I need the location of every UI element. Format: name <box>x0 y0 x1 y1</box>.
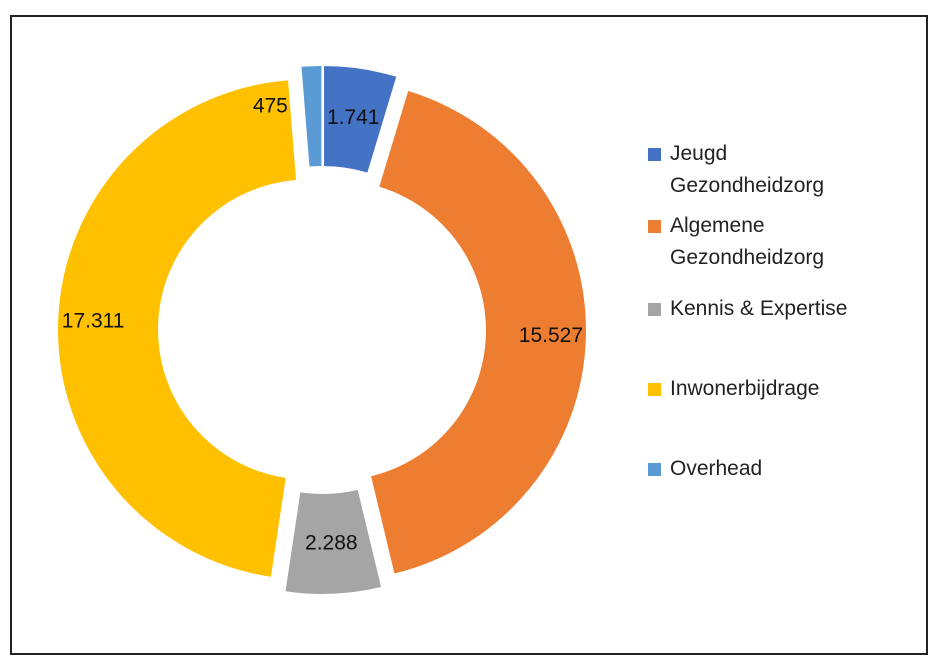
chart: 1.741 15.527 2.288 17.311 475 <box>58 66 586 594</box>
legend-label: Inwonerbijdrage <box>670 377 820 400</box>
data-label: 15.527 <box>519 324 583 347</box>
data-label: 1.741 <box>327 106 380 129</box>
legend-label: Kennis & Expertise <box>670 297 848 320</box>
legend-label: Overhead <box>670 457 763 480</box>
legend-item: Inwonerbijdrage <box>648 373 883 405</box>
data-label: 475 <box>253 95 288 118</box>
legend-swatch <box>648 383 661 396</box>
donut-segment <box>371 91 586 574</box>
legend-item: Overhead <box>648 453 883 485</box>
legend-swatch <box>648 220 661 233</box>
legend-swatch <box>648 303 661 316</box>
page: 1.741 15.527 2.288 17.311 475 Jeugd Gezondhe… <box>10 15 928 655</box>
donut-segment <box>324 66 397 173</box>
donut-segment <box>301 66 322 167</box>
legend-swatch <box>648 148 661 161</box>
legend-label: Algemene Gezondheidzorg <box>670 214 825 269</box>
data-label: 2.288 <box>305 531 358 554</box>
legend-swatch <box>648 463 661 476</box>
legend-item: Jeugd Gezondheidzorg <box>648 138 883 202</box>
donut-segment <box>58 80 297 577</box>
donut-segment <box>285 489 382 594</box>
legend-label: Jeugd Gezondheidzorg <box>670 142 825 197</box>
legend-item: Kennis & Expertise <box>648 293 883 325</box>
legend-item: Algemene Gezondheidzorg <box>648 210 883 274</box>
data-label: 17.311 <box>62 310 125 333</box>
